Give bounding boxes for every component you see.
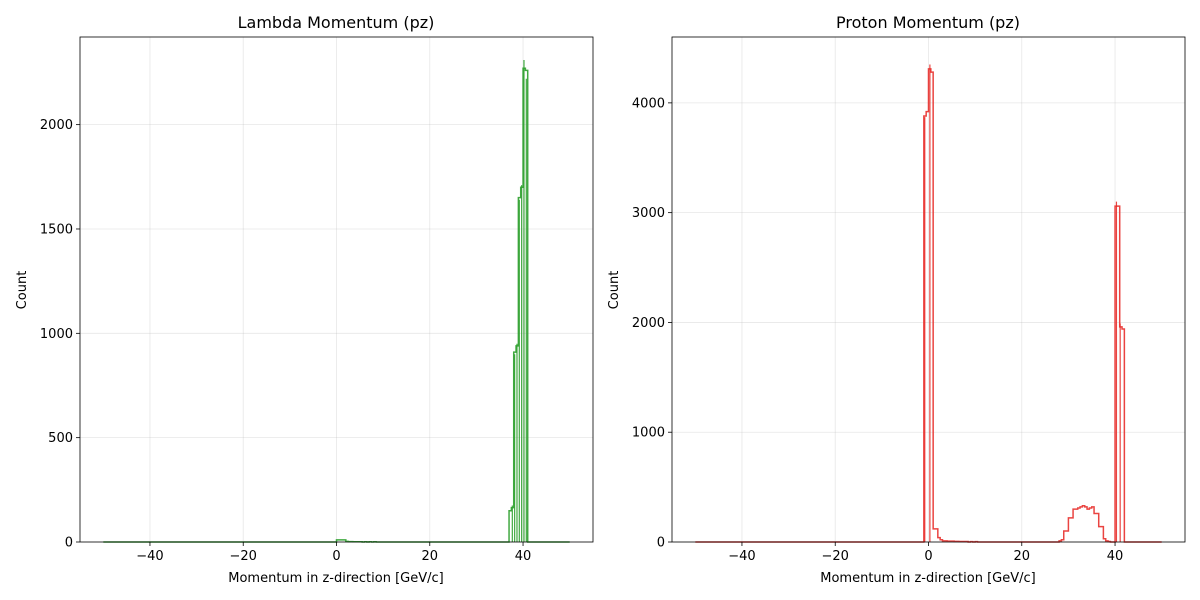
x-tick-label: 40: [1107, 549, 1124, 564]
y-tick-label: 0: [657, 536, 665, 551]
lambda-momentum-chart: Lambda Momentum (pz) −40 −20 0 20 40 0 500 1000…: [15, 13, 594, 586]
x-tick-label: 20: [421, 549, 438, 564]
y-tick-label: 1500: [40, 222, 73, 237]
y-tick-label: 0: [65, 536, 73, 551]
axis-ticks: −40 −20 0 20 40 0 500 1000 1500 2000: [40, 118, 531, 564]
y-axis-label: Count: [15, 271, 30, 310]
x-tick-label: −40: [136, 549, 163, 564]
y-tick-label: 2000: [40, 118, 73, 133]
axis-ticks: −40 −20 0 20 40 0 1000 2000 3000 4000: [632, 96, 1123, 564]
x-axis-label: Momentum in z-direction [GeV/c]: [228, 571, 443, 586]
x-tick-label: 40: [515, 549, 532, 564]
gridlines: [80, 37, 593, 543]
x-tick-label: 0: [332, 549, 340, 564]
chart-title: Proton Momentum (pz): [836, 13, 1020, 32]
y-tick-label: 2000: [632, 316, 665, 331]
y-tick-label: 4000: [632, 96, 665, 111]
chart-title: Lambda Momentum (pz): [238, 13, 435, 32]
x-tick-label: 20: [1013, 549, 1030, 564]
y-tick-label: 500: [48, 431, 73, 446]
y-tick-label: 3000: [632, 206, 665, 221]
y-tick-label: 1000: [632, 426, 665, 441]
y-tick-label: 1000: [40, 327, 73, 342]
y-axis-label: Count: [607, 271, 622, 310]
proton-momentum-chart: Proton Momentum (pz) −40 −20 0 20 40 0 1000 200…: [607, 13, 1186, 586]
x-tick-label: −40: [728, 549, 755, 564]
x-axis-label: Momentum in z-direction [GeV/c]: [820, 571, 1035, 586]
x-tick-label: 0: [924, 549, 932, 564]
x-tick-label: −20: [822, 549, 849, 564]
x-tick-label: −20: [230, 549, 257, 564]
